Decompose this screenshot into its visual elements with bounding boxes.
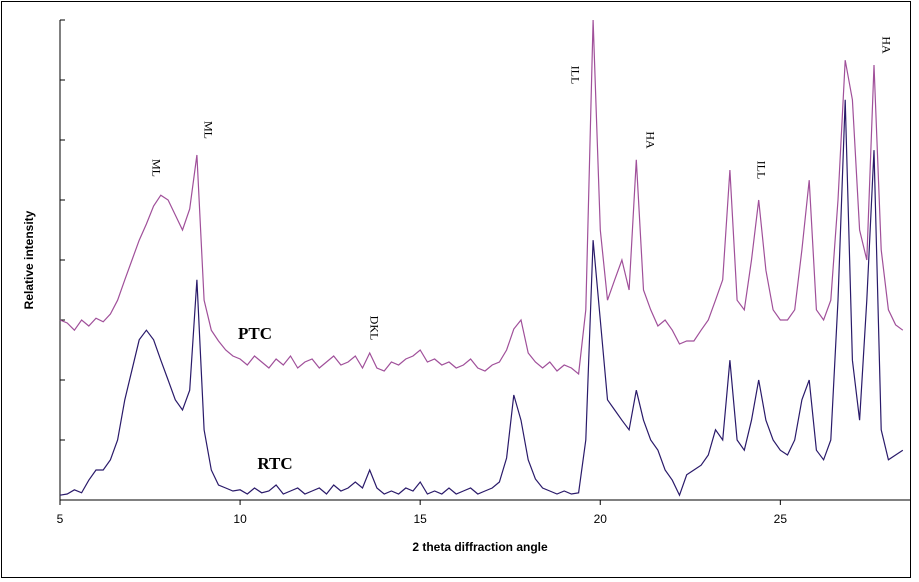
x-axis-title: 2 theta diffraction angle [412,540,548,554]
series-label: PTC [238,324,272,343]
x-tick-label: 15 [413,512,427,526]
x-tick-label: 5 [57,512,64,526]
x-tick-label: 25 [774,512,788,526]
x-tick-label: 10 [233,512,247,526]
series-line [59,99,904,497]
y-axis-title: Relative intensity [22,210,36,309]
peak-annotation: ML [201,121,215,139]
peak-annotation: ML [149,159,163,177]
peak-annotation: ILL [568,66,582,85]
peak-annotation: HA [879,36,893,54]
peak-annotation: ILL [754,161,768,180]
peak-annotation: HA [643,131,657,149]
series-label: RTC [257,454,292,473]
x-tick-label: 20 [594,512,608,526]
series-line [59,19,904,376]
peak-annotation: DKL [367,316,381,341]
